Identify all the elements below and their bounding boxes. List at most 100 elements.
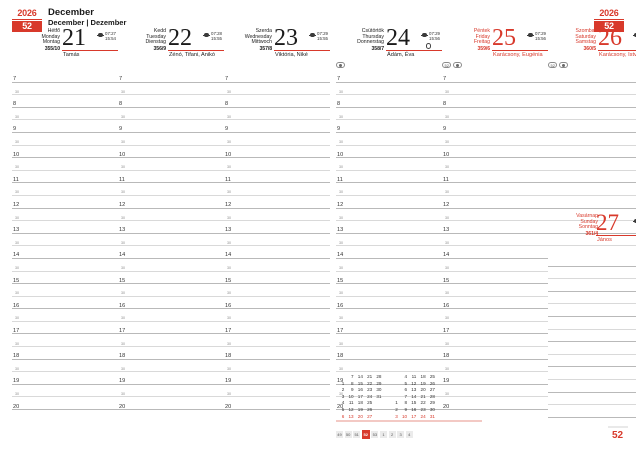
half-hour-row[interactable]: 30 — [118, 108, 224, 121]
mini-calendar-day[interactable]: 12 — [411, 380, 417, 386]
half-hour-row[interactable]: 30 — [336, 259, 442, 272]
half-hour-row[interactable]: 30 — [336, 360, 442, 373]
half-hour-row[interactable]: 30 — [224, 83, 330, 96]
half-hour-row[interactable]: 30 — [224, 133, 330, 146]
hour-row[interactable]: 16 — [224, 297, 330, 310]
hour-row[interactable]: 17 — [224, 322, 330, 335]
half-hour-row[interactable]: 30 — [12, 158, 118, 171]
half-hour-row[interactable] — [548, 133, 636, 146]
mini-calendar-day[interactable]: 7 — [404, 393, 408, 399]
half-hour-row[interactable]: 30 — [12, 334, 118, 348]
half-hour-row[interactable]: 30 — [224, 309, 330, 322]
mini-calendar-day[interactable]: 22 — [420, 400, 426, 406]
mini-calendar-day[interactable]: 29 — [376, 380, 382, 386]
hour-row[interactable]: 12 — [118, 196, 224, 209]
mini-calendar-day[interactable] — [373, 407, 382, 414]
half-hour-row[interactable]: 30 — [118, 385, 224, 398]
hour-row[interactable]: 16 — [336, 297, 442, 310]
mini-calendar-day[interactable]: 6 — [404, 387, 408, 393]
hour-row[interactable]: 15 — [336, 272, 442, 285]
mini-calendar-day[interactable]: 5 — [341, 406, 345, 412]
hour-row[interactable]: 13 — [336, 221, 442, 234]
half-hour-row[interactable] — [548, 183, 636, 196]
hour-row[interactable]: 8 — [442, 95, 548, 108]
half-hour-row[interactable]: 30 — [224, 234, 330, 247]
mini-calendar-day[interactable]: 24 — [367, 393, 373, 399]
week-strip-item[interactable]: 49 — [336, 431, 343, 438]
mini-calendar-day[interactable]: 20 — [357, 413, 363, 419]
time-grid[interactable]: 7 30 8 30 9 30 10 30 11 30 12 30 13 30 14 30 15 30 16 30 17 3… — [12, 70, 118, 411]
hour-row[interactable]: 19 — [224, 372, 330, 385]
half-hour-row[interactable]: 30 — [118, 158, 224, 171]
half-hour-row[interactable]: 30 — [12, 360, 118, 373]
mini-calendar-day[interactable]: 8 — [351, 380, 354, 386]
mini-calendar[interactable]: 7 14 21 28 4 11 18 25 1 8 15 22 29 5 12 19 26 2 9 16 23 30 6 13… — [336, 374, 482, 422]
hour-row[interactable] — [548, 70, 636, 83]
hour-row[interactable]: 9 — [118, 120, 224, 133]
hour-row[interactable] — [548, 95, 636, 108]
week-strip-item[interactable]: 51 — [353, 431, 361, 438]
half-hour-row[interactable]: 30 — [442, 360, 548, 373]
hour-row[interactable]: 15 — [12, 272, 118, 285]
half-hour-row[interactable] — [548, 209, 636, 222]
half-hour-row[interactable]: 30 — [12, 183, 118, 196]
mini-calendar-day[interactable]: 15 — [357, 380, 363, 386]
half-hour-row[interactable]: 30 — [442, 209, 548, 222]
half-hour-row[interactable]: 30 — [442, 133, 548, 146]
hour-row[interactable] — [548, 254, 636, 267]
mini-calendar-day[interactable]: 23 — [367, 387, 373, 393]
marker-pill-icon[interactable] — [558, 62, 568, 68]
half-hour-row[interactable]: 30 — [224, 183, 330, 196]
mini-calendar-day[interactable]: 28 — [429, 393, 435, 399]
hour-row[interactable]: 17 — [12, 322, 118, 335]
half-hour-row[interactable]: 30 — [336, 133, 442, 146]
hour-row[interactable]: 7 — [12, 70, 118, 83]
mini-calendar-day[interactable]: 29 — [429, 400, 435, 406]
mini-calendar-day[interactable]: 13 — [411, 387, 417, 393]
hour-row[interactable]: 10 — [442, 146, 548, 159]
mini-calendar-day[interactable]: 17 — [357, 393, 363, 399]
mini-calendar-day[interactable]: 1 — [395, 400, 398, 406]
half-hour-row[interactable] — [548, 83, 636, 96]
hour-row[interactable]: 10 — [12, 146, 118, 159]
half-hour-row[interactable]: 30 — [118, 83, 224, 96]
hour-row[interactable]: 9 — [12, 120, 118, 133]
week-strip-item[interactable]: 4 — [405, 431, 413, 438]
hour-row[interactable]: 11 — [224, 171, 330, 184]
hour-row[interactable]: 19 — [336, 372, 442, 385]
marker-pill-icon[interactable] — [452, 62, 462, 68]
half-hour-row[interactable]: 30 — [118, 309, 224, 322]
mini-calendar-day[interactable]: 2 — [395, 406, 398, 412]
half-hour-row[interactable]: 30 — [12, 309, 118, 322]
mini-calendar-day[interactable]: 9 — [404, 406, 408, 412]
time-grid[interactable] — [548, 254, 636, 418]
mini-calendar-day[interactable]: 10 — [348, 393, 354, 399]
half-hour-row[interactable]: 30 — [336, 234, 442, 247]
half-hour-row[interactable]: 30 — [118, 284, 224, 297]
week-strip-item[interactable]: 3 — [397, 431, 405, 438]
mini-calendar-day[interactable]: 10 — [401, 413, 408, 419]
mini-calendar-day[interactable]: 6 — [341, 413, 345, 419]
mini-calendar-day[interactable]: 25 — [429, 374, 435, 379]
hour-row[interactable]: 12 — [12, 196, 118, 209]
hour-row[interactable]: 9 — [442, 120, 548, 133]
hour-row[interactable]: 8 — [12, 95, 118, 108]
hour-row[interactable]: 20 — [12, 397, 118, 411]
half-hour-row[interactable]: 30 — [336, 385, 442, 398]
day-column-friday-25[interactable]: Péntek Friday Freitag 359/6 25 07:29 15:56 Kará… — [442, 25, 548, 411]
mini-calendar-day[interactable]: 4 — [404, 374, 408, 379]
hour-row[interactable]: 13 — [442, 221, 548, 234]
hour-row[interactable] — [548, 380, 636, 393]
time-grid[interactable] — [548, 70, 636, 247]
half-hour-row[interactable]: 30 — [224, 259, 330, 272]
hour-row[interactable]: 15 — [442, 272, 548, 285]
mini-calendar-day[interactable]: 16 — [411, 406, 417, 412]
half-hour-row[interactable]: 30 — [224, 209, 330, 222]
marker-pill-icon[interactable]: 52 — [442, 62, 452, 68]
hour-row[interactable]: 14 — [224, 246, 330, 259]
hour-row[interactable]: 11 — [118, 171, 224, 184]
hour-row[interactable]: 19 — [12, 372, 118, 385]
mini-calendar-day[interactable]: 14 — [357, 374, 363, 379]
